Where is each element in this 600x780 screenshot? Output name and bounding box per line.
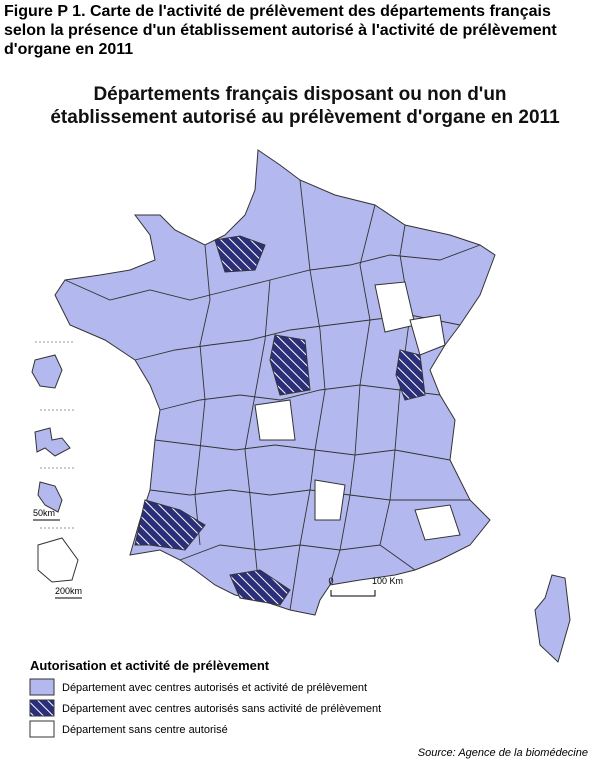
figure-title: Figure P 1. Carte de l'activité de prélè…	[4, 3, 557, 58]
department-no-activity	[214, 235, 266, 273]
department-no-center	[409, 314, 446, 356]
legend-swatch	[29, 678, 55, 696]
scale-bar	[330, 590, 376, 597]
legend-label: Département avec centres autorisés sans …	[62, 703, 381, 715]
insets: 50km 200km	[31, 341, 82, 599]
inset-island	[31, 354, 63, 389]
legend-swatch	[29, 720, 55, 738]
legend-swatch	[29, 699, 55, 717]
department-borders	[64, 179, 481, 611]
department-no-activity	[395, 349, 426, 401]
scale-start: 0	[328, 576, 333, 586]
department-no-activity	[269, 334, 311, 396]
inset-guyane	[37, 537, 79, 583]
france	[54, 149, 571, 663]
scale-end: 100 Km	[372, 576, 403, 586]
scale: 0 100 Km	[328, 576, 403, 597]
department-no-center	[314, 479, 346, 521]
department-no-activity	[229, 569, 291, 606]
scale-label: 200km	[55, 586, 82, 596]
corsica	[534, 574, 571, 663]
mainland	[54, 149, 496, 616]
legend: Autorisation et activité de prélèvement …	[29, 658, 381, 738]
source: Source: Agence de la biomédecine	[418, 747, 588, 759]
legend-title: Autorisation et activité de prélèvement	[30, 658, 270, 673]
department-no-center	[254, 399, 296, 441]
inset-island	[34, 427, 71, 457]
department-no-center	[414, 504, 461, 541]
inset-island	[37, 481, 63, 513]
department-no-activity	[134, 499, 206, 551]
scale-label: 50km	[33, 508, 55, 518]
legend-label: Département sans centre autorisé	[62, 724, 228, 736]
legend-label: Département avec centres autorisés et ac…	[62, 682, 367, 694]
map-title: établissement autorisé au prélèvement d'…	[50, 107, 560, 128]
map-title: Départements français disposant ou non d…	[93, 84, 506, 105]
